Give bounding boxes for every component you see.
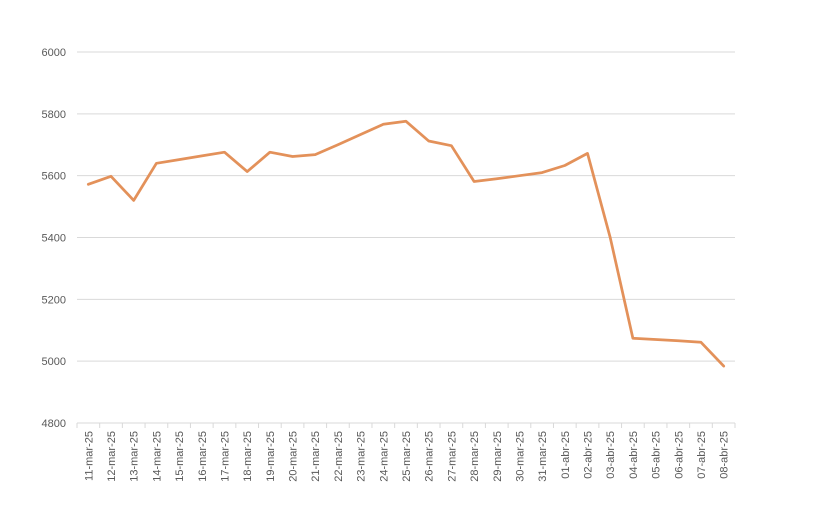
x-tick-label: 24-mar-25: [378, 431, 390, 482]
x-tick-label: 08-abr-25: [719, 431, 731, 479]
series-line-0: [86, 119, 726, 368]
x-tick-label: 29-mar-25: [492, 431, 504, 482]
x-tick-label: 17-mar-25: [219, 431, 231, 482]
y-tick-label: 5200: [42, 294, 66, 306]
y-tick-label: 6000: [42, 47, 66, 59]
x-tick-label: 28-mar-25: [469, 431, 481, 482]
x-tick-label: 02-abr-25: [583, 431, 595, 479]
x-axis-tick-labels: 11-mar-25 12-mar-25 13-mar-25 14-mar-25 15-m…: [83, 431, 730, 482]
y-tick-label: 5800: [42, 109, 66, 121]
y-axis-tick-labels: 4800 5000 5200 5400 5600 5800 6000: [42, 47, 66, 430]
x-axis: [76, 422, 736, 428]
x-tick-label: 31-mar-25: [537, 431, 549, 482]
x-tick-label: 26-mar-25: [424, 431, 436, 482]
x-tick-label: 11-mar-25: [83, 431, 95, 481]
x-tick-label: 20-mar-25: [288, 431, 300, 482]
y-tick-label: 5000: [42, 356, 66, 368]
x-tick-label: 27-mar-25: [446, 431, 458, 482]
x-tick-label: 01-abr-25: [560, 431, 572, 479]
x-tick-label: 23-mar-25: [356, 431, 368, 482]
x-tick-label: 18-mar-25: [242, 431, 254, 482]
x-tick-label: 19-mar-25: [265, 431, 277, 482]
y-tick-label: 5400: [42, 233, 66, 245]
x-tick-label: 21-mar-25: [310, 431, 322, 482]
x-tick-label: 12-mar-25: [106, 431, 118, 482]
x-tick-label: 13-mar-25: [129, 431, 141, 482]
x-tick-label: 03-abr-25: [605, 431, 617, 479]
x-tick-label: 07-abr-25: [696, 431, 708, 479]
y-tick-label: 4800: [42, 418, 66, 430]
x-tick-label: 25-mar-25: [401, 431, 413, 482]
x-tick-label: 22-mar-25: [333, 431, 345, 482]
x-tick-label: 05-abr-25: [651, 431, 663, 479]
y-tick-label: 5600: [42, 171, 66, 183]
x-tick-label: 30-mar-25: [514, 431, 526, 482]
x-tick-label: 14-mar-25: [151, 431, 163, 482]
series-layer: [86, 119, 726, 368]
x-tick-label: 04-abr-25: [628, 431, 640, 479]
x-tick-label: 15-mar-25: [174, 431, 186, 482]
x-tick-label: 16-mar-25: [197, 431, 209, 482]
x-tick-label: 06-abr-25: [673, 431, 685, 479]
gridlines: [77, 51, 735, 362]
